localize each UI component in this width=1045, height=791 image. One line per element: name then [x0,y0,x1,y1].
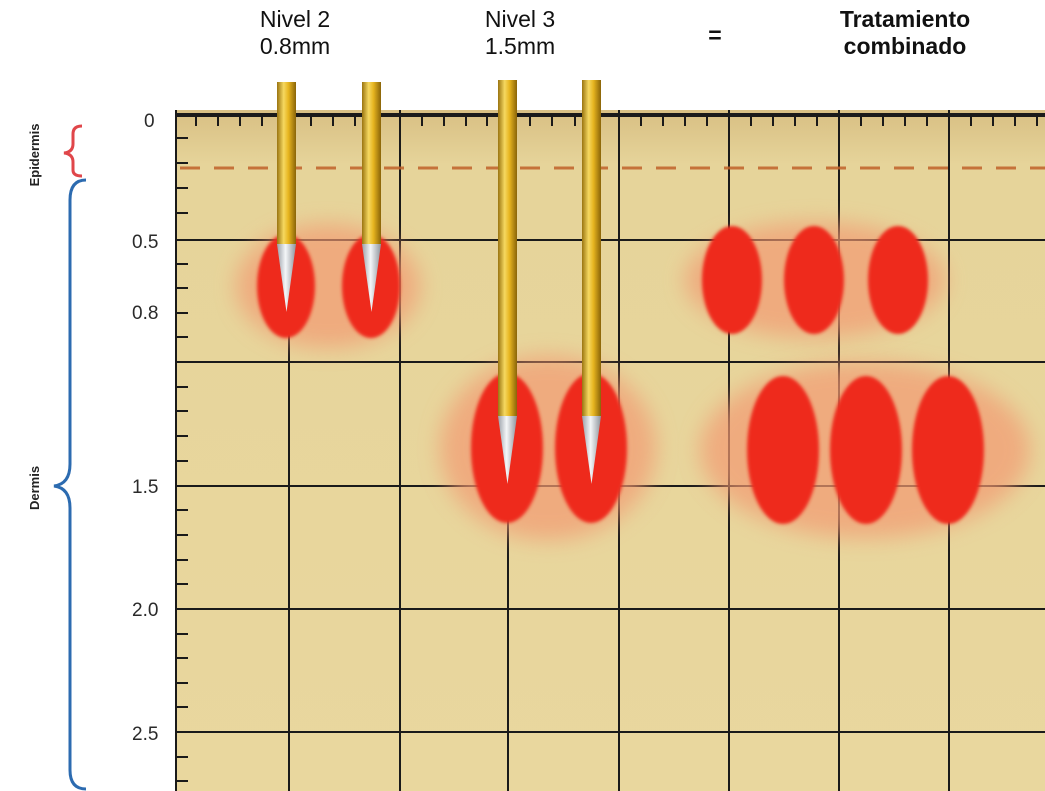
header-level-2: Nivel 2 0.8mm [230,6,360,60]
depth-label-0-8: 0.8 [132,303,158,324]
depth-label-2-0: 2.0 [132,600,158,621]
header-level-3-name: Nivel 3 [484,6,556,32]
level-3-needle-right [582,80,601,484]
header-combined-line2: combinado [843,33,967,59]
header-combined-line1: Tratamiento [839,6,971,32]
equals-sign: = [708,22,722,48]
top-ruler [176,113,1045,126]
header-level-2-name: Nivel 2 [259,6,331,32]
level-3-coagulation-zones [440,356,656,540]
header-combined-treatment: Tratamiento combinado [830,6,980,60]
dermis-bracket [53,178,87,791]
level-3-needle-left [498,80,517,484]
depth-label-0: 0 [144,111,155,132]
header-level-3-depth: 1.5mm [484,33,556,59]
dermis-label: Dermis [27,466,42,510]
depth-label-1-5: 1.5 [132,477,158,498]
epidermis-bracket [63,124,83,178]
level-2-needle-right [362,82,381,312]
header-level-2-depth: 0.8mm [259,33,331,59]
combined-coagulation-zones [685,222,1030,538]
epidermis-label: Epidermis [27,124,42,187]
level-2-coagulation-zones [236,224,420,348]
depth-label-2-5: 2.5 [132,724,158,745]
header-level-3: Nivel 3 1.5mm [455,6,585,60]
depth-axis-ticks [176,137,188,782]
depth-label-0-5: 0.5 [132,232,158,253]
level-2-needle-left [277,82,296,312]
